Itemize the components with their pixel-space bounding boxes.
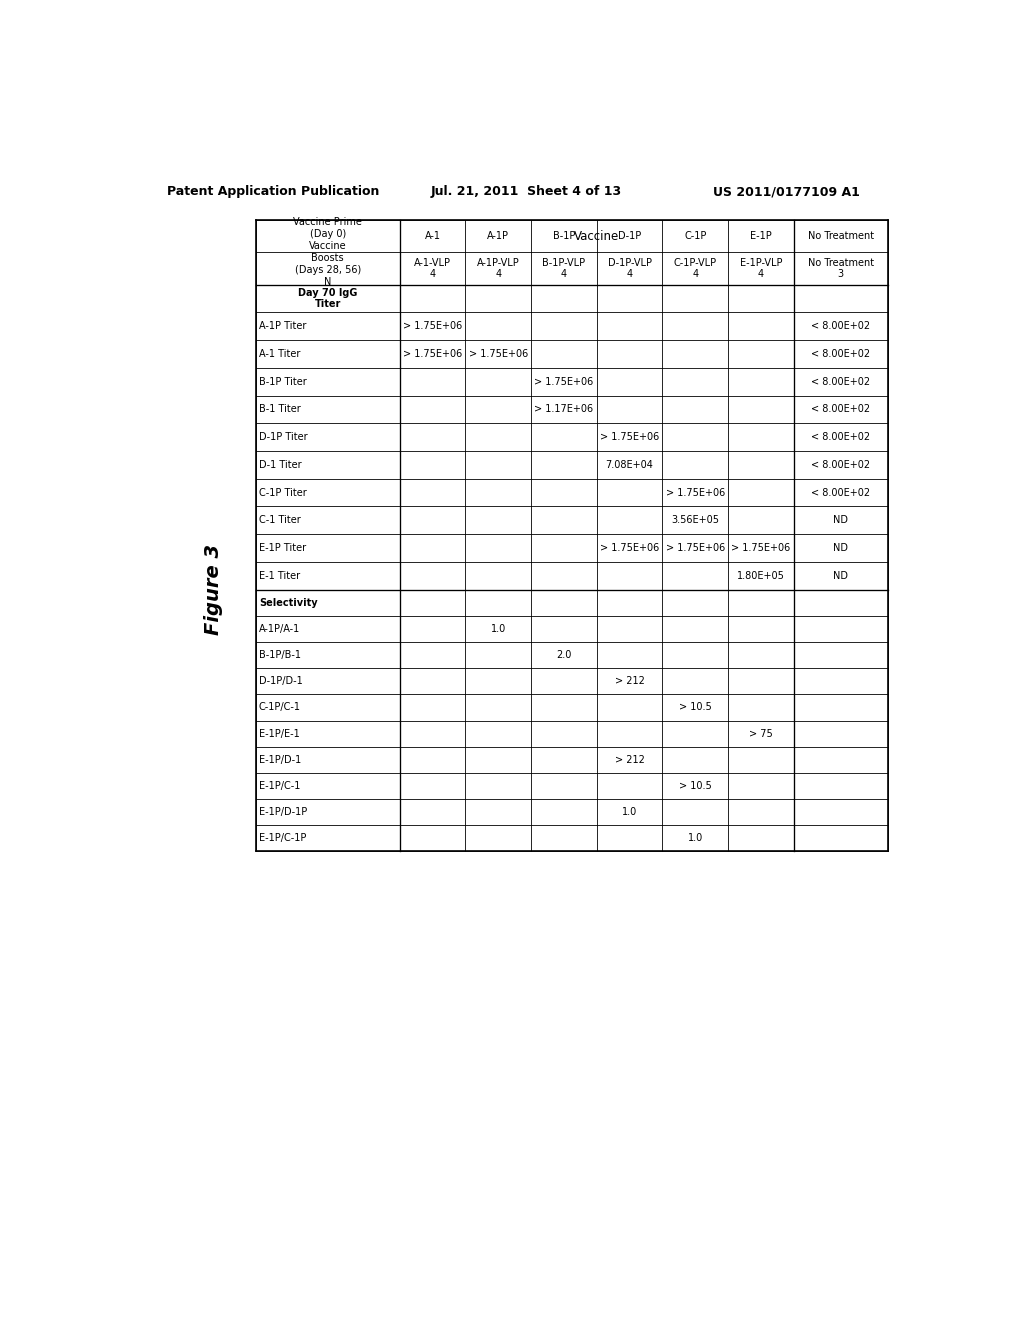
- Text: Figure 3: Figure 3: [204, 544, 223, 635]
- Text: Day 70 IgG
Titer: Day 70 IgG Titer: [298, 288, 357, 309]
- Text: A-1P: A-1P: [487, 231, 509, 242]
- Text: > 1.75E+06: > 1.75E+06: [469, 348, 527, 359]
- Text: 1.0: 1.0: [622, 807, 637, 817]
- Text: > 1.75E+06: > 1.75E+06: [666, 543, 725, 553]
- Text: C-1P: C-1P: [684, 231, 707, 242]
- Text: No Treatment: No Treatment: [808, 231, 873, 242]
- Text: > 1.75E+06: > 1.75E+06: [535, 376, 594, 387]
- Text: 3.56E+05: 3.56E+05: [671, 515, 719, 525]
- Text: > 1.75E+06: > 1.75E+06: [600, 543, 659, 553]
- Text: C-1P Titer: C-1P Titer: [259, 487, 307, 498]
- Text: > 1.75E+06: > 1.75E+06: [600, 432, 659, 442]
- Text: C-1P/C-1: C-1P/C-1: [259, 702, 301, 713]
- Text: A-1 Titer: A-1 Titer: [259, 348, 300, 359]
- Text: C-1P-VLP
4: C-1P-VLP 4: [674, 257, 717, 280]
- Text: E-1P/C-1P: E-1P/C-1P: [259, 833, 306, 843]
- Text: 2.0: 2.0: [556, 649, 571, 660]
- Text: No Treatment
3: No Treatment 3: [808, 257, 873, 280]
- Text: < 8.00E+02: < 8.00E+02: [811, 432, 870, 442]
- Text: E-1P/D-1: E-1P/D-1: [259, 755, 301, 764]
- Text: 1.0: 1.0: [490, 624, 506, 634]
- Text: D-1P/D-1: D-1P/D-1: [259, 676, 303, 686]
- Text: E-1P-VLP
4: E-1P-VLP 4: [739, 257, 782, 280]
- Text: ND: ND: [834, 543, 848, 553]
- Text: D-1P-VLP
4: D-1P-VLP 4: [607, 257, 651, 280]
- Text: A-1P-VLP
4: A-1P-VLP 4: [477, 257, 519, 280]
- Text: > 212: > 212: [614, 755, 644, 764]
- Text: > 1.75E+06: > 1.75E+06: [402, 348, 462, 359]
- Text: E-1P/C-1: E-1P/C-1: [259, 781, 300, 791]
- Text: B-1 Titer: B-1 Titer: [259, 404, 301, 414]
- Text: > 212: > 212: [614, 676, 644, 686]
- Text: B-1P Titer: B-1P Titer: [259, 376, 307, 387]
- Text: 1.0: 1.0: [687, 833, 702, 843]
- Text: D-1P Titer: D-1P Titer: [259, 432, 307, 442]
- Text: < 8.00E+02: < 8.00E+02: [811, 348, 870, 359]
- Text: Selectivity: Selectivity: [259, 598, 317, 607]
- Text: B-1P/B-1: B-1P/B-1: [259, 649, 301, 660]
- Text: > 1.17E+06: > 1.17E+06: [535, 404, 594, 414]
- Text: < 8.00E+02: < 8.00E+02: [811, 459, 870, 470]
- Text: D-1P: D-1P: [617, 231, 641, 242]
- Text: A-1P Titer: A-1P Titer: [259, 321, 306, 331]
- Text: B-1P-VLP
4: B-1P-VLP 4: [543, 257, 586, 280]
- Text: Vaccine Prime
(Day 0)
Vaccine
Boosts
(Days 28, 56)
N: Vaccine Prime (Day 0) Vaccine Boosts (Da…: [293, 218, 362, 288]
- Text: E-1P: E-1P: [750, 231, 772, 242]
- Text: 7.08E+04: 7.08E+04: [605, 459, 653, 470]
- Text: A-1P/A-1: A-1P/A-1: [259, 624, 300, 634]
- Text: < 8.00E+02: < 8.00E+02: [811, 321, 870, 331]
- Text: E-1P/E-1: E-1P/E-1: [259, 729, 300, 739]
- Text: E-1P Titer: E-1P Titer: [259, 543, 306, 553]
- Text: 1.80E+05: 1.80E+05: [737, 570, 784, 581]
- Text: C-1 Titer: C-1 Titer: [259, 515, 301, 525]
- Text: ND: ND: [834, 515, 848, 525]
- Text: < 8.00E+02: < 8.00E+02: [811, 487, 870, 498]
- Text: Patent Application Publication: Patent Application Publication: [167, 185, 379, 198]
- Text: Jul. 21, 2011  Sheet 4 of 13: Jul. 21, 2011 Sheet 4 of 13: [430, 185, 622, 198]
- Text: E-1 Titer: E-1 Titer: [259, 570, 300, 581]
- Text: < 8.00E+02: < 8.00E+02: [811, 404, 870, 414]
- Text: > 10.5: > 10.5: [679, 702, 712, 713]
- Text: E-1P/D-1P: E-1P/D-1P: [259, 807, 307, 817]
- Text: > 10.5: > 10.5: [679, 781, 712, 791]
- Text: D-1 Titer: D-1 Titer: [259, 459, 302, 470]
- Text: US 2011/0177109 A1: US 2011/0177109 A1: [713, 185, 860, 198]
- Text: > 1.75E+06: > 1.75E+06: [666, 487, 725, 498]
- Text: > 1.75E+06: > 1.75E+06: [402, 321, 462, 331]
- Text: > 1.75E+06: > 1.75E+06: [731, 543, 791, 553]
- Text: < 8.00E+02: < 8.00E+02: [811, 376, 870, 387]
- Text: A-1-VLP
4: A-1-VLP 4: [414, 257, 451, 280]
- Text: > 75: > 75: [749, 729, 773, 739]
- Text: B-1P: B-1P: [553, 231, 575, 242]
- Text: Vaccine: Vaccine: [574, 230, 620, 243]
- Text: ND: ND: [834, 570, 848, 581]
- Text: A-1: A-1: [425, 231, 440, 242]
